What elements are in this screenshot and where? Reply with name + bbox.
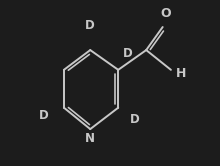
Text: H: H [176, 67, 186, 80]
Text: D: D [39, 109, 49, 122]
Text: D: D [123, 47, 133, 60]
Text: D: D [85, 19, 95, 32]
Text: N: N [85, 132, 95, 145]
Text: D: D [130, 113, 139, 126]
Text: O: O [161, 7, 171, 20]
